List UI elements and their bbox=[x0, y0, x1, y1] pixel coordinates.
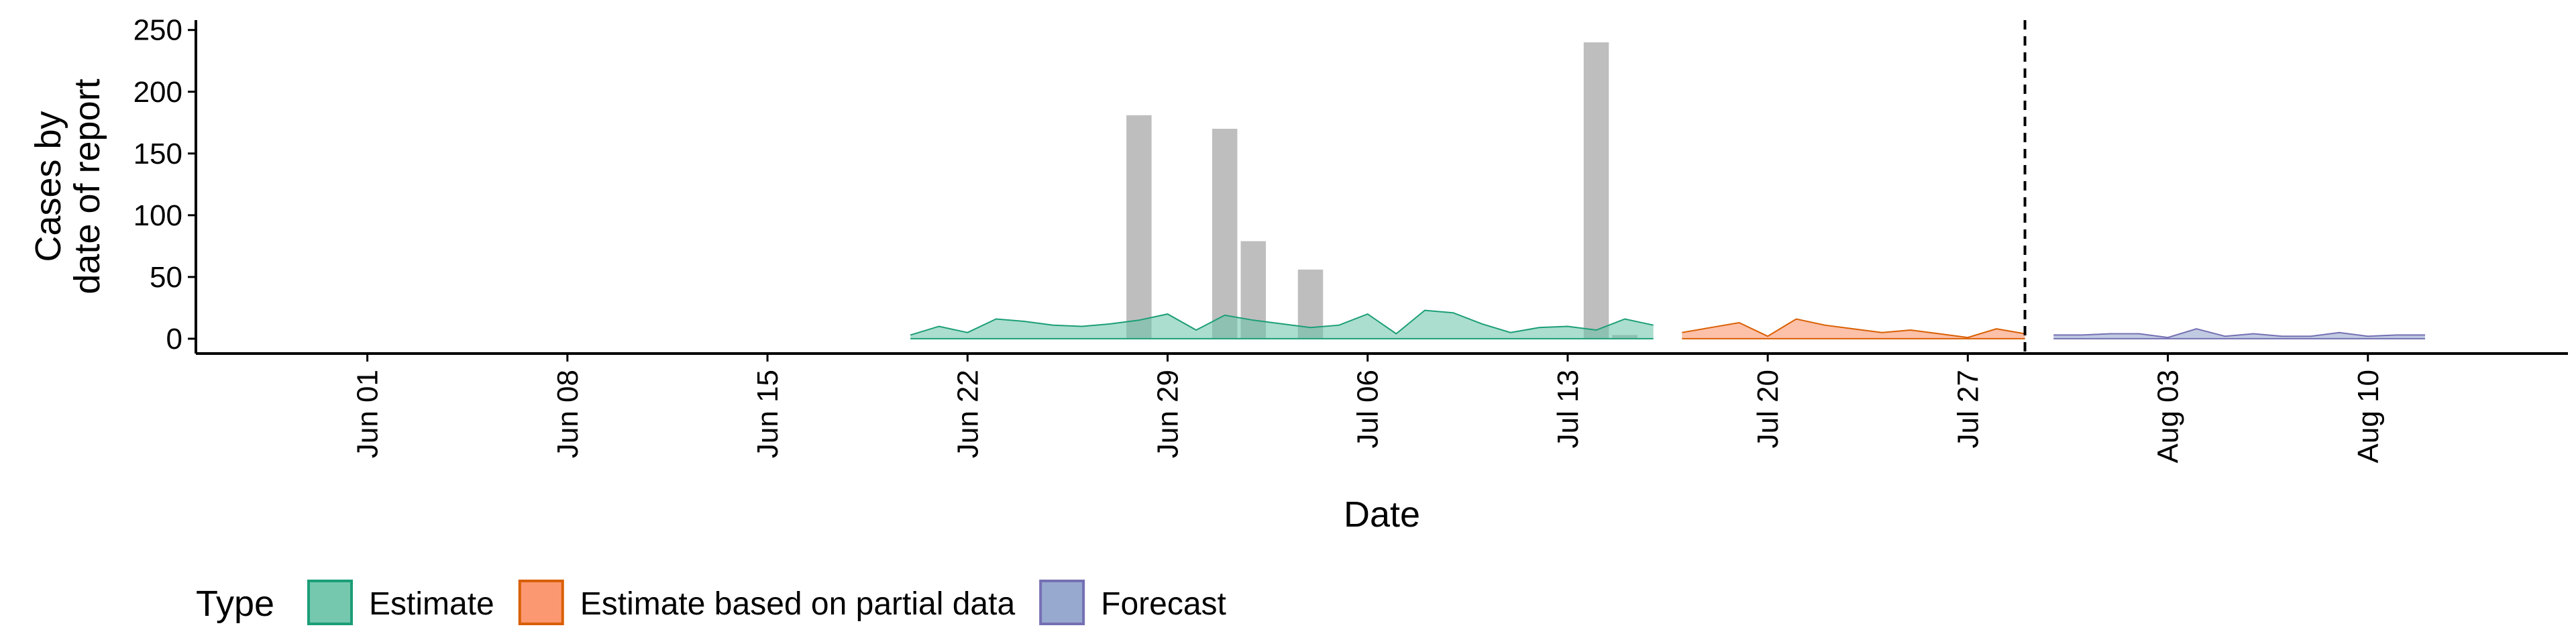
y-tick-label-250: 250 bbox=[133, 14, 182, 47]
y-tick-label-200: 200 bbox=[133, 76, 182, 109]
y-tick-label-100: 100 bbox=[133, 199, 182, 232]
series-upper-line-0 bbox=[910, 309, 1654, 336]
x-tick-label-5: Jul 06 bbox=[1352, 370, 1385, 448]
x-tick-label-9: Aug 03 bbox=[2152, 370, 2185, 463]
x-tick-label-7: Jul 20 bbox=[1752, 370, 1784, 448]
legend-key-1 bbox=[518, 580, 564, 625]
series-upper-line-2 bbox=[2053, 328, 2425, 339]
legend: Type Estimate Estimate based on partial d… bbox=[196, 580, 1226, 625]
x-axis-title: Date bbox=[1344, 494, 1420, 535]
series-area-2 bbox=[2053, 329, 2425, 339]
legend-key-0 bbox=[307, 580, 353, 625]
x-tick-label-8: Jul 27 bbox=[1951, 370, 1984, 448]
x-tick-label-10: Aug 10 bbox=[2352, 370, 2385, 463]
legend-label-2: Forecast bbox=[1101, 586, 1226, 622]
y-tick-label-150: 150 bbox=[133, 138, 182, 170]
y-axis: 0 50 100 150 200 250 bbox=[133, 14, 197, 356]
x-tick-label-2: Jun 15 bbox=[751, 370, 784, 458]
x-tick-label-6: Jul 13 bbox=[1552, 370, 1585, 448]
series-upper-line-1 bbox=[1682, 318, 2025, 339]
bar-1 bbox=[1212, 128, 1238, 339]
x-tick-label-3: Jun 22 bbox=[951, 370, 984, 458]
plot-area bbox=[910, 20, 2425, 354]
legend-label-0: Estimate bbox=[369, 586, 494, 622]
x-tick-label-4: Jun 29 bbox=[1151, 370, 1184, 458]
legend-label-1: Estimate based on partial data bbox=[580, 586, 1016, 622]
bar-0 bbox=[1126, 115, 1152, 339]
y-tick-label-0: 0 bbox=[166, 323, 182, 356]
x-axis: Jun 01 Jun 08 Jun 15 Jun 22 Jun 29 Jul 06 Jul … bbox=[196, 352, 2568, 463]
x-tick-label-0: Jun 01 bbox=[352, 370, 384, 458]
bar-4 bbox=[1583, 42, 1609, 339]
legend-key-2 bbox=[1039, 580, 1085, 625]
x-tick-label-1: Jun 08 bbox=[551, 370, 584, 458]
legend-title: Type bbox=[196, 584, 274, 624]
y-tick-label-50: 50 bbox=[150, 261, 182, 294]
y-axis-title-line-2: date of report bbox=[67, 78, 107, 294]
y-axis-title-line-1: Cases by bbox=[28, 111, 68, 262]
